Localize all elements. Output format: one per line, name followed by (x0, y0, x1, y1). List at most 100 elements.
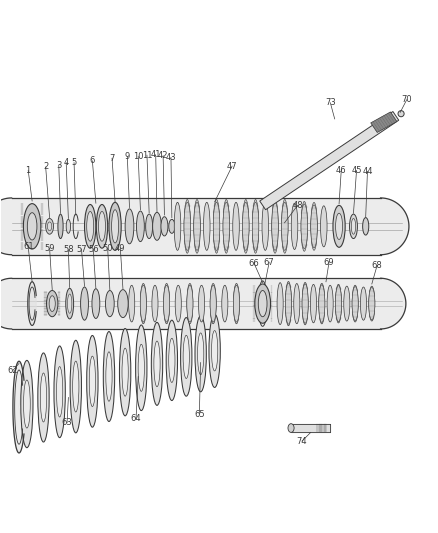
Ellipse shape (363, 217, 369, 235)
Ellipse shape (46, 290, 58, 317)
Ellipse shape (204, 203, 210, 251)
Ellipse shape (352, 285, 358, 322)
Ellipse shape (174, 203, 181, 251)
Ellipse shape (223, 199, 230, 253)
Ellipse shape (369, 286, 375, 321)
Ellipse shape (137, 211, 145, 241)
Ellipse shape (194, 199, 200, 253)
Ellipse shape (54, 346, 65, 438)
Text: 4: 4 (64, 158, 69, 167)
Text: 66: 66 (248, 259, 259, 268)
Text: 62: 62 (7, 366, 18, 375)
Ellipse shape (352, 287, 358, 321)
Ellipse shape (175, 285, 181, 322)
Ellipse shape (311, 205, 317, 248)
Ellipse shape (311, 285, 317, 323)
Ellipse shape (57, 367, 63, 417)
Ellipse shape (187, 284, 193, 324)
Ellipse shape (152, 285, 158, 322)
Ellipse shape (222, 285, 228, 322)
Ellipse shape (70, 340, 81, 433)
Ellipse shape (262, 203, 268, 251)
Ellipse shape (321, 206, 327, 247)
Ellipse shape (73, 361, 79, 412)
Ellipse shape (152, 212, 161, 240)
Ellipse shape (183, 335, 189, 378)
Ellipse shape (66, 288, 74, 319)
Ellipse shape (333, 205, 345, 247)
Text: 43: 43 (166, 153, 176, 162)
Ellipse shape (336, 286, 342, 321)
Ellipse shape (336, 284, 342, 323)
Ellipse shape (23, 204, 41, 249)
Ellipse shape (319, 285, 325, 322)
Ellipse shape (106, 290, 114, 317)
Ellipse shape (38, 353, 49, 442)
Text: 68: 68 (372, 261, 382, 270)
Ellipse shape (223, 203, 230, 251)
Text: 59: 59 (44, 244, 55, 253)
Ellipse shape (47, 222, 52, 231)
Ellipse shape (112, 210, 119, 243)
Ellipse shape (87, 335, 98, 427)
Ellipse shape (106, 352, 112, 401)
Ellipse shape (24, 380, 30, 428)
Text: 7: 7 (110, 154, 115, 163)
Ellipse shape (85, 205, 96, 248)
Text: 10: 10 (133, 152, 144, 161)
Ellipse shape (252, 199, 259, 253)
Ellipse shape (327, 285, 333, 322)
Text: 42: 42 (158, 151, 168, 160)
Ellipse shape (198, 333, 204, 375)
Text: 2: 2 (43, 163, 48, 172)
Text: 64: 64 (131, 414, 141, 423)
Ellipse shape (154, 341, 160, 386)
Text: 56: 56 (88, 245, 99, 254)
Ellipse shape (210, 285, 216, 322)
Ellipse shape (252, 203, 259, 251)
Ellipse shape (27, 213, 37, 240)
Ellipse shape (140, 285, 146, 322)
Text: 11: 11 (142, 151, 152, 160)
Ellipse shape (163, 284, 170, 324)
Ellipse shape (360, 287, 367, 320)
Text: 50: 50 (102, 244, 113, 253)
Ellipse shape (282, 203, 288, 251)
Ellipse shape (286, 283, 292, 324)
Ellipse shape (138, 344, 145, 391)
Ellipse shape (129, 285, 135, 322)
Ellipse shape (213, 199, 220, 253)
Text: 45: 45 (351, 166, 362, 175)
Text: 41: 41 (150, 150, 161, 159)
Ellipse shape (92, 289, 100, 318)
Text: 70: 70 (402, 95, 412, 104)
Ellipse shape (87, 212, 94, 241)
Ellipse shape (184, 203, 191, 251)
Ellipse shape (233, 203, 239, 251)
Ellipse shape (120, 328, 131, 416)
Ellipse shape (125, 209, 134, 244)
Text: 48: 48 (292, 201, 303, 210)
Polygon shape (0, 198, 12, 255)
Text: 6: 6 (90, 156, 95, 165)
Polygon shape (381, 278, 406, 329)
Text: 47: 47 (227, 161, 237, 171)
Ellipse shape (122, 348, 128, 396)
Ellipse shape (66, 220, 71, 233)
Ellipse shape (161, 217, 168, 236)
Ellipse shape (103, 332, 115, 422)
Ellipse shape (255, 284, 271, 323)
Ellipse shape (319, 284, 325, 324)
Ellipse shape (398, 111, 404, 117)
Ellipse shape (146, 214, 152, 239)
Ellipse shape (351, 219, 356, 234)
Ellipse shape (294, 284, 300, 324)
Ellipse shape (151, 322, 162, 405)
Text: 57: 57 (76, 245, 87, 254)
Ellipse shape (311, 203, 317, 251)
Text: 1: 1 (25, 166, 31, 175)
Ellipse shape (99, 212, 106, 241)
Ellipse shape (213, 203, 220, 251)
Ellipse shape (169, 338, 175, 383)
Ellipse shape (118, 289, 128, 318)
